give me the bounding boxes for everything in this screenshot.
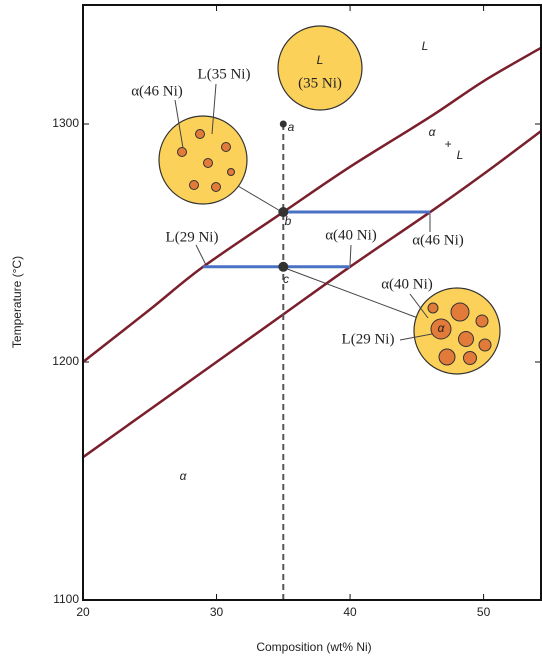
- annotation: c: [283, 272, 289, 286]
- annotation: L(29 Ni): [166, 229, 219, 245]
- annotation: α(46 Ni): [412, 232, 464, 248]
- y-tick-label: 1200: [52, 354, 79, 368]
- y-tick-label: 1300: [52, 116, 79, 130]
- leader: [238, 186, 282, 212]
- x-tick-label: 20: [76, 605, 90, 619]
- annotation: α: [429, 125, 437, 139]
- leader: [350, 245, 351, 265]
- annotation: L(35 Ni): [198, 66, 251, 82]
- annotation: b: [285, 214, 292, 228]
- annotation: L: [457, 148, 464, 162]
- annotation: (35 Ni): [298, 75, 342, 91]
- annotation: L: [317, 53, 324, 67]
- leader: [196, 245, 206, 265]
- y-tick-label: 1100: [53, 592, 79, 606]
- micro-circle: [159, 116, 247, 204]
- micro-circle: [414, 288, 500, 374]
- point: [280, 121, 287, 128]
- annotation: L: [422, 39, 429, 53]
- annotation: L(29 Ni): [342, 331, 395, 347]
- annotation: α(40 Ni): [381, 276, 433, 292]
- x-tick-label: 30: [210, 605, 224, 619]
- annotation: α: [438, 321, 446, 335]
- chart: 20 30 40 50 1100 1200 1300 Composition (wt% Ni…: [0, 0, 542, 664]
- leader: [282, 267, 418, 318]
- micro-circle: [278, 26, 362, 110]
- x-tick-label: 50: [477, 605, 491, 619]
- point: [278, 262, 288, 272]
- annotation: α(46 Ni): [131, 83, 183, 99]
- annotation: a: [288, 120, 295, 134]
- x-tick-label: 40: [343, 605, 357, 619]
- annotation: +: [444, 137, 451, 151]
- annotation: α(40 Ni): [325, 227, 377, 243]
- x-axis-label: Composition (wt% Ni): [256, 640, 371, 654]
- y-axis-label: Temperature (°C): [10, 256, 24, 348]
- annotation: α: [180, 469, 188, 483]
